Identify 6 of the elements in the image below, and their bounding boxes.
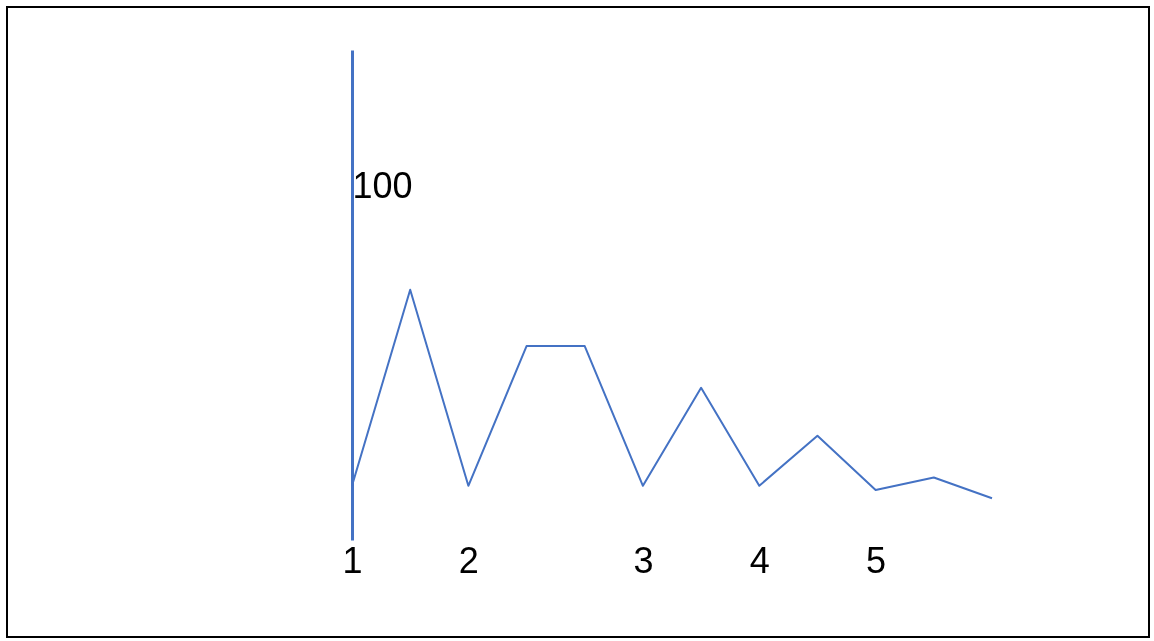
text: 100: [352, 165, 413, 207]
x-tick-label: 3: [633, 539, 654, 581]
x-tick-label: 2: [458, 539, 479, 581]
x-tick-label: 4: [749, 539, 770, 581]
x-tick-label: 5: [866, 539, 887, 581]
x-tick-label: 1: [342, 539, 363, 581]
